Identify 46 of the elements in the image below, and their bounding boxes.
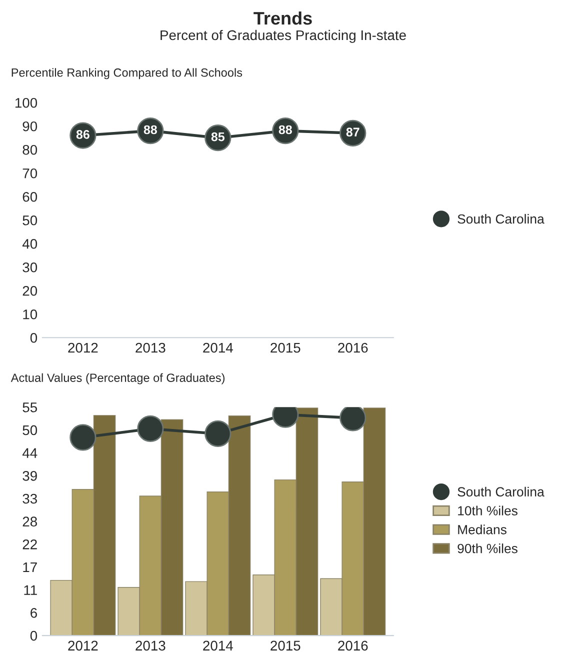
x-tick-label: 2012 bbox=[68, 342, 98, 353]
y-tick-label: 100 bbox=[15, 98, 38, 108]
y-tick-label: 30 bbox=[22, 262, 38, 272]
y-tick-label: 50 bbox=[22, 215, 38, 226]
data-label: 88 bbox=[278, 125, 292, 134]
y-tick-label: 70 bbox=[22, 168, 38, 178]
x-tick-label: 2013 bbox=[136, 342, 166, 353]
y-tick-label: 6 bbox=[30, 608, 37, 618]
legend-label: 90th %iles bbox=[458, 544, 518, 554]
y-tick-label: 10 bbox=[23, 309, 38, 320]
y-tick-label: 20 bbox=[22, 286, 38, 296]
data-label: 88 bbox=[144, 125, 157, 134]
y-tick-label: 11 bbox=[24, 585, 37, 595]
legend-label: South Carolina bbox=[458, 486, 544, 497]
x-tick-label: 2016 bbox=[338, 342, 368, 353]
x-tick-label: 2014 bbox=[203, 342, 233, 353]
y-tick-label: 80 bbox=[22, 144, 38, 155]
chart-title: Trends bbox=[254, 11, 312, 25]
y-tick-label: 60 bbox=[22, 192, 38, 202]
y-tick-label: 90 bbox=[22, 121, 38, 132]
y-tick-label: 44 bbox=[22, 448, 38, 458]
chart-subtitle: Percent of Graduates Practicing In-state bbox=[160, 30, 406, 43]
x-tick-label: 2015 bbox=[270, 342, 300, 353]
y-tick-label: 17 bbox=[23, 562, 37, 572]
y-axis-title: Actual Values (Percentage of Graduates) bbox=[10, 373, 225, 384]
x-tick-label: 2015 bbox=[270, 640, 300, 651]
y-tick-label: 33 bbox=[22, 494, 37, 504]
x-tick-label: 2012 bbox=[68, 640, 98, 651]
y-axis-title: Percentile Ranking Compared to All Schools bbox=[12, 68, 242, 80]
legend-label: 10th %iles bbox=[458, 506, 518, 516]
data-label: 85 bbox=[211, 132, 225, 142]
y-tick-label: 28 bbox=[22, 516, 37, 526]
legend-label: South Carolina bbox=[458, 214, 544, 224]
y-tick-label: 22 bbox=[22, 540, 37, 550]
y-tick-label: 55 bbox=[22, 402, 38, 412]
data-label: 86 bbox=[76, 130, 90, 139]
x-tick-label: 2016 bbox=[338, 640, 368, 651]
x-tick-label: 2013 bbox=[136, 640, 166, 651]
legend-label: Medians bbox=[458, 524, 506, 534]
y-tick-label: 39 bbox=[22, 470, 37, 481]
y-tick-label: 0 bbox=[30, 630, 38, 641]
data-label: 87 bbox=[346, 128, 360, 137]
y-tick-label: 50 bbox=[22, 425, 38, 436]
y-tick-label: 0 bbox=[30, 332, 38, 343]
x-tick-label: 2014 bbox=[203, 640, 233, 651]
y-tick-label: 40 bbox=[22, 238, 38, 249]
